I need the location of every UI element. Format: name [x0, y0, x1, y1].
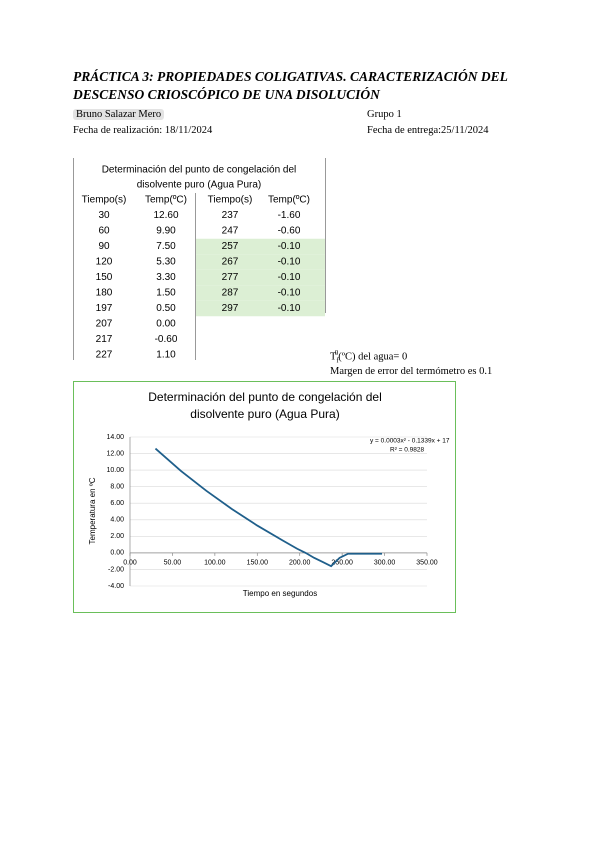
x-axis-title: Tiempo en segundos	[243, 589, 317, 598]
chart-title: disolvente puro (Agua Pura)	[190, 407, 339, 421]
y-tick-label: -2.00	[108, 566, 124, 573]
group: Grupo 1	[367, 109, 402, 120]
y-tick-label: -4.00	[108, 583, 124, 590]
x-tick-label: 200.00	[289, 560, 311, 567]
table-header: Tiempo(s)	[82, 195, 127, 206]
table-cell: 297	[222, 303, 239, 314]
trend-equation: y = 0.0003x² - 0.1339x + 17	[370, 438, 450, 445]
highlight-cell	[260, 269, 325, 286]
note-text: (ºC) del agua= 0	[338, 351, 408, 363]
highlight-cell	[196, 238, 260, 255]
y-tick-label: 6.00	[110, 500, 124, 507]
highlight-cell	[260, 254, 325, 270]
table-title: Determinación del punto de congelación d…	[102, 165, 297, 176]
table-cell: 287	[222, 288, 239, 299]
highlight-cell	[196, 269, 260, 286]
note-sub: f	[336, 356, 339, 365]
table-cell: 0.00	[156, 319, 176, 330]
note-symbol: T	[330, 351, 337, 363]
table-cell: 217	[96, 334, 113, 345]
table-cell: 90	[98, 241, 110, 252]
table-cell: 5.30	[156, 257, 176, 268]
table-cell: 150	[96, 272, 113, 283]
note-sup: 0	[334, 349, 339, 357]
table-cell: 60	[98, 226, 110, 237]
table-cell: 7.50	[156, 241, 176, 252]
data-line	[154, 447, 383, 568]
table-cell: 1.50	[156, 288, 176, 299]
y-tick-label: 14.00	[106, 434, 124, 441]
y-tick-label: 12.00	[106, 450, 124, 457]
chart-title: Determinación del punto de congelación d…	[148, 390, 382, 404]
y-tick-label: 8.00	[110, 484, 124, 491]
x-tick-label: 150.00	[247, 560, 269, 567]
x-tick-label: 50.00	[164, 560, 182, 567]
table-cell: 180	[96, 288, 113, 299]
title-line: DESCENSO CRIOSCÓPICO DE UNA DISOLUCIÓN	[73, 87, 380, 102]
trend-r2: R² = 0.9828	[390, 447, 425, 454]
table-cell: 1.10	[156, 350, 176, 361]
date-due: Fecha de entrega:25/11/2024	[367, 125, 489, 136]
chart-frame	[73, 381, 456, 613]
table-cell: 0.50	[156, 303, 176, 314]
table-cell: 257	[222, 241, 239, 252]
highlight-cell	[260, 285, 325, 301]
table-cell: 12.60	[153, 210, 178, 221]
note-freezing: Tf0(ºC) del agua= 0	[330, 349, 407, 365]
data-table: Determinación del punto de congelación d…	[73, 158, 326, 361]
table-header: Tiempo(s)	[208, 195, 253, 206]
table-cell: 3.30	[156, 272, 176, 283]
highlight-cell	[196, 300, 260, 317]
highlight-cell	[260, 238, 325, 255]
table-cell: 247	[222, 226, 239, 237]
table-cell: 227	[96, 350, 113, 361]
table-cell: 267	[222, 257, 239, 268]
y-tick-label: 10.00	[106, 467, 124, 474]
x-tick-label: 300.00	[374, 560, 396, 567]
table-cell: 9.90	[156, 226, 176, 237]
table-cell: -0.60	[155, 334, 178, 345]
highlight-cell	[260, 300, 325, 317]
date-done: Fecha de realización: 18/11/2024	[73, 125, 213, 136]
table-header: Temp(ºC)	[145, 195, 187, 206]
table-cell: 30	[98, 210, 110, 221]
x-tick-label: 250.00	[331, 560, 353, 567]
table-cell: 277	[222, 272, 239, 283]
y-axis-title: Temperatura en ºC	[88, 477, 97, 544]
x-tick-label: 350.00	[416, 560, 438, 567]
note-error: Margen de error del termómetro es 0.1	[330, 366, 493, 377]
y-tick-label: 2.00	[110, 533, 124, 540]
table-cell: -0.60	[278, 226, 301, 237]
y-tick-label: 4.00	[110, 517, 124, 524]
author: Bruno Salazar Mero	[73, 109, 165, 120]
x-tick-label: 100.00	[204, 560, 226, 567]
x-tick-label: 0.00	[123, 560, 137, 567]
table-cell: 197	[96, 303, 113, 314]
table-cell: -0.10	[278, 272, 301, 283]
table-cell: -0.10	[278, 303, 301, 314]
table-cell: 237	[222, 210, 239, 221]
table-cell: -0.10	[278, 288, 301, 299]
table-header: Temp(ºC)	[268, 195, 310, 206]
table-cell: 207	[96, 319, 113, 330]
highlight-cell	[196, 285, 260, 301]
table-cell: -0.10	[278, 241, 301, 252]
highlight-cell	[196, 254, 260, 270]
y-tick-label: 0.00	[110, 550, 124, 557]
table-cell: -0.10	[278, 257, 301, 268]
title-line: PRÁCTICA 3: PROPIEDADES COLIGATIVAS. CAR…	[73, 69, 508, 84]
table-cell: -1.60	[278, 210, 301, 221]
table-title: disolvente puro (Agua Pura)	[137, 180, 262, 191]
table-cell: 120	[96, 257, 113, 268]
